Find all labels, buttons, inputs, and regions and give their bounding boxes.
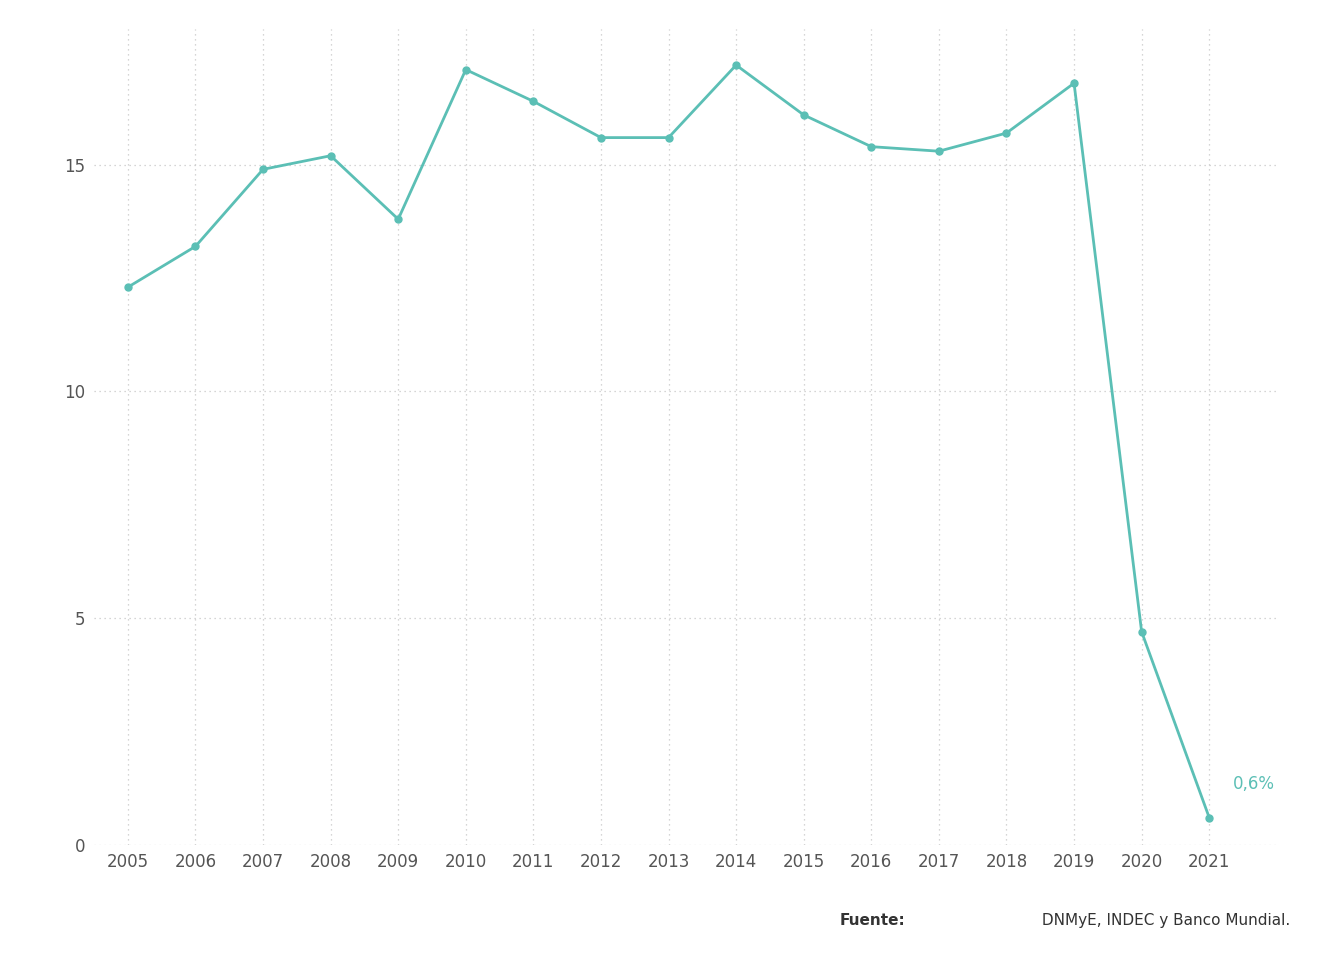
Text: Fuente:: Fuente: xyxy=(840,913,906,928)
Text: 0,6%: 0,6% xyxy=(1232,775,1275,793)
Text: DNMyE, INDEC y Banco Mundial.: DNMyE, INDEC y Banco Mundial. xyxy=(1038,913,1290,928)
